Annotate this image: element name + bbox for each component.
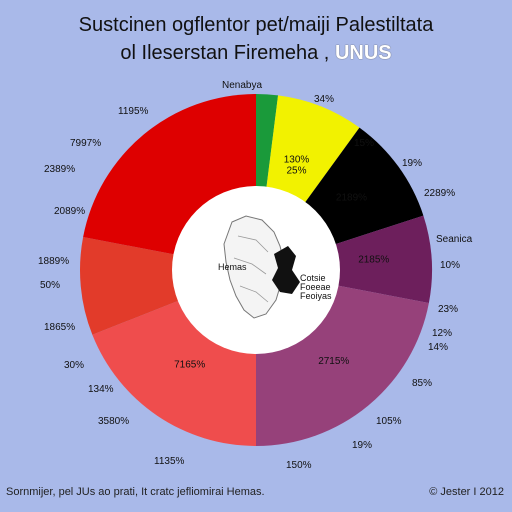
chart-title-tag: UNUS xyxy=(334,42,392,64)
footer-copyright: © Jester I 2012 xyxy=(429,486,504,498)
palestine-map-icon xyxy=(223,215,300,319)
outer-label-12: 1135% xyxy=(154,456,185,467)
slice-value-label-1-0: 130% xyxy=(284,155,310,166)
category-label-0: Nenabya xyxy=(222,80,262,91)
chart-title-line-2: ol Ileserstan Firemeha , UNUS xyxy=(0,42,512,65)
outer-label-17: 50% xyxy=(40,280,60,291)
outer-label-10: 19% xyxy=(352,440,372,451)
outer-label-3: 2289% xyxy=(424,188,455,199)
slice-value-label-5: 7165% xyxy=(174,360,205,371)
outer-label-22: 1195% xyxy=(118,106,149,117)
outer-label-21: 7997% xyxy=(70,138,101,149)
outer-label-20: 2389% xyxy=(44,164,75,175)
outer-label-6: 12% xyxy=(432,328,452,339)
center-label-right-1: Cotsie xyxy=(300,273,326,283)
pie-slice-3 xyxy=(256,215,433,303)
center-label-left: Hemas xyxy=(218,262,247,272)
outer-label-16: 1865% xyxy=(44,322,75,333)
outer-label-8: 85% xyxy=(412,378,432,389)
outer-label-18: 1889% xyxy=(38,256,69,267)
center-label-right-3: Feoiyas xyxy=(300,291,332,301)
slice-value-label-2: 2189% xyxy=(336,193,367,204)
category-label-group: Nenabya Seanica xyxy=(222,80,473,245)
chart-title-line-2-main: ol Ileserstan Firemeha , xyxy=(120,42,330,64)
outer-label-1: 15% xyxy=(354,138,374,149)
outer-label-7: 14% xyxy=(428,342,448,353)
slice-value-label-1-1: 25% xyxy=(286,166,306,177)
category-label-3: Seanica xyxy=(436,234,473,245)
outer-label-13: 3580% xyxy=(98,416,129,427)
outer-label-0: 34% xyxy=(314,94,334,105)
slice-value-label-4: 2715% xyxy=(318,356,349,367)
outer-label-14: 134% xyxy=(88,384,114,395)
outer-label-19: 2089% xyxy=(54,206,85,217)
outer-label-group: 34% 15% 19% 2289% 10% 23% 12% 14% 85% 105% 19% 150%… xyxy=(38,94,460,471)
outer-label-4: 10% xyxy=(440,260,460,271)
slice-value-label-3: 2185% xyxy=(358,255,389,266)
slice-label-group: 130%25% 2189% 2185% 2715% 7165% xyxy=(174,155,389,371)
pie-slice-6 xyxy=(80,237,256,335)
outer-label-15: 30% xyxy=(64,360,84,371)
chart-title-line-1: Sustcinen ogflentor pet/maiji Palestilta… xyxy=(78,14,434,36)
footer-caption: Sornmijer, pel JUs ao prati, It cratc je… xyxy=(6,486,265,498)
outer-label-2: 19% xyxy=(402,158,422,169)
outer-label-5: 23% xyxy=(438,304,458,315)
outer-label-11: 150% xyxy=(286,460,312,471)
outer-label-9: 105% xyxy=(376,416,402,427)
center-label-right-2: Foeeae xyxy=(300,282,331,292)
